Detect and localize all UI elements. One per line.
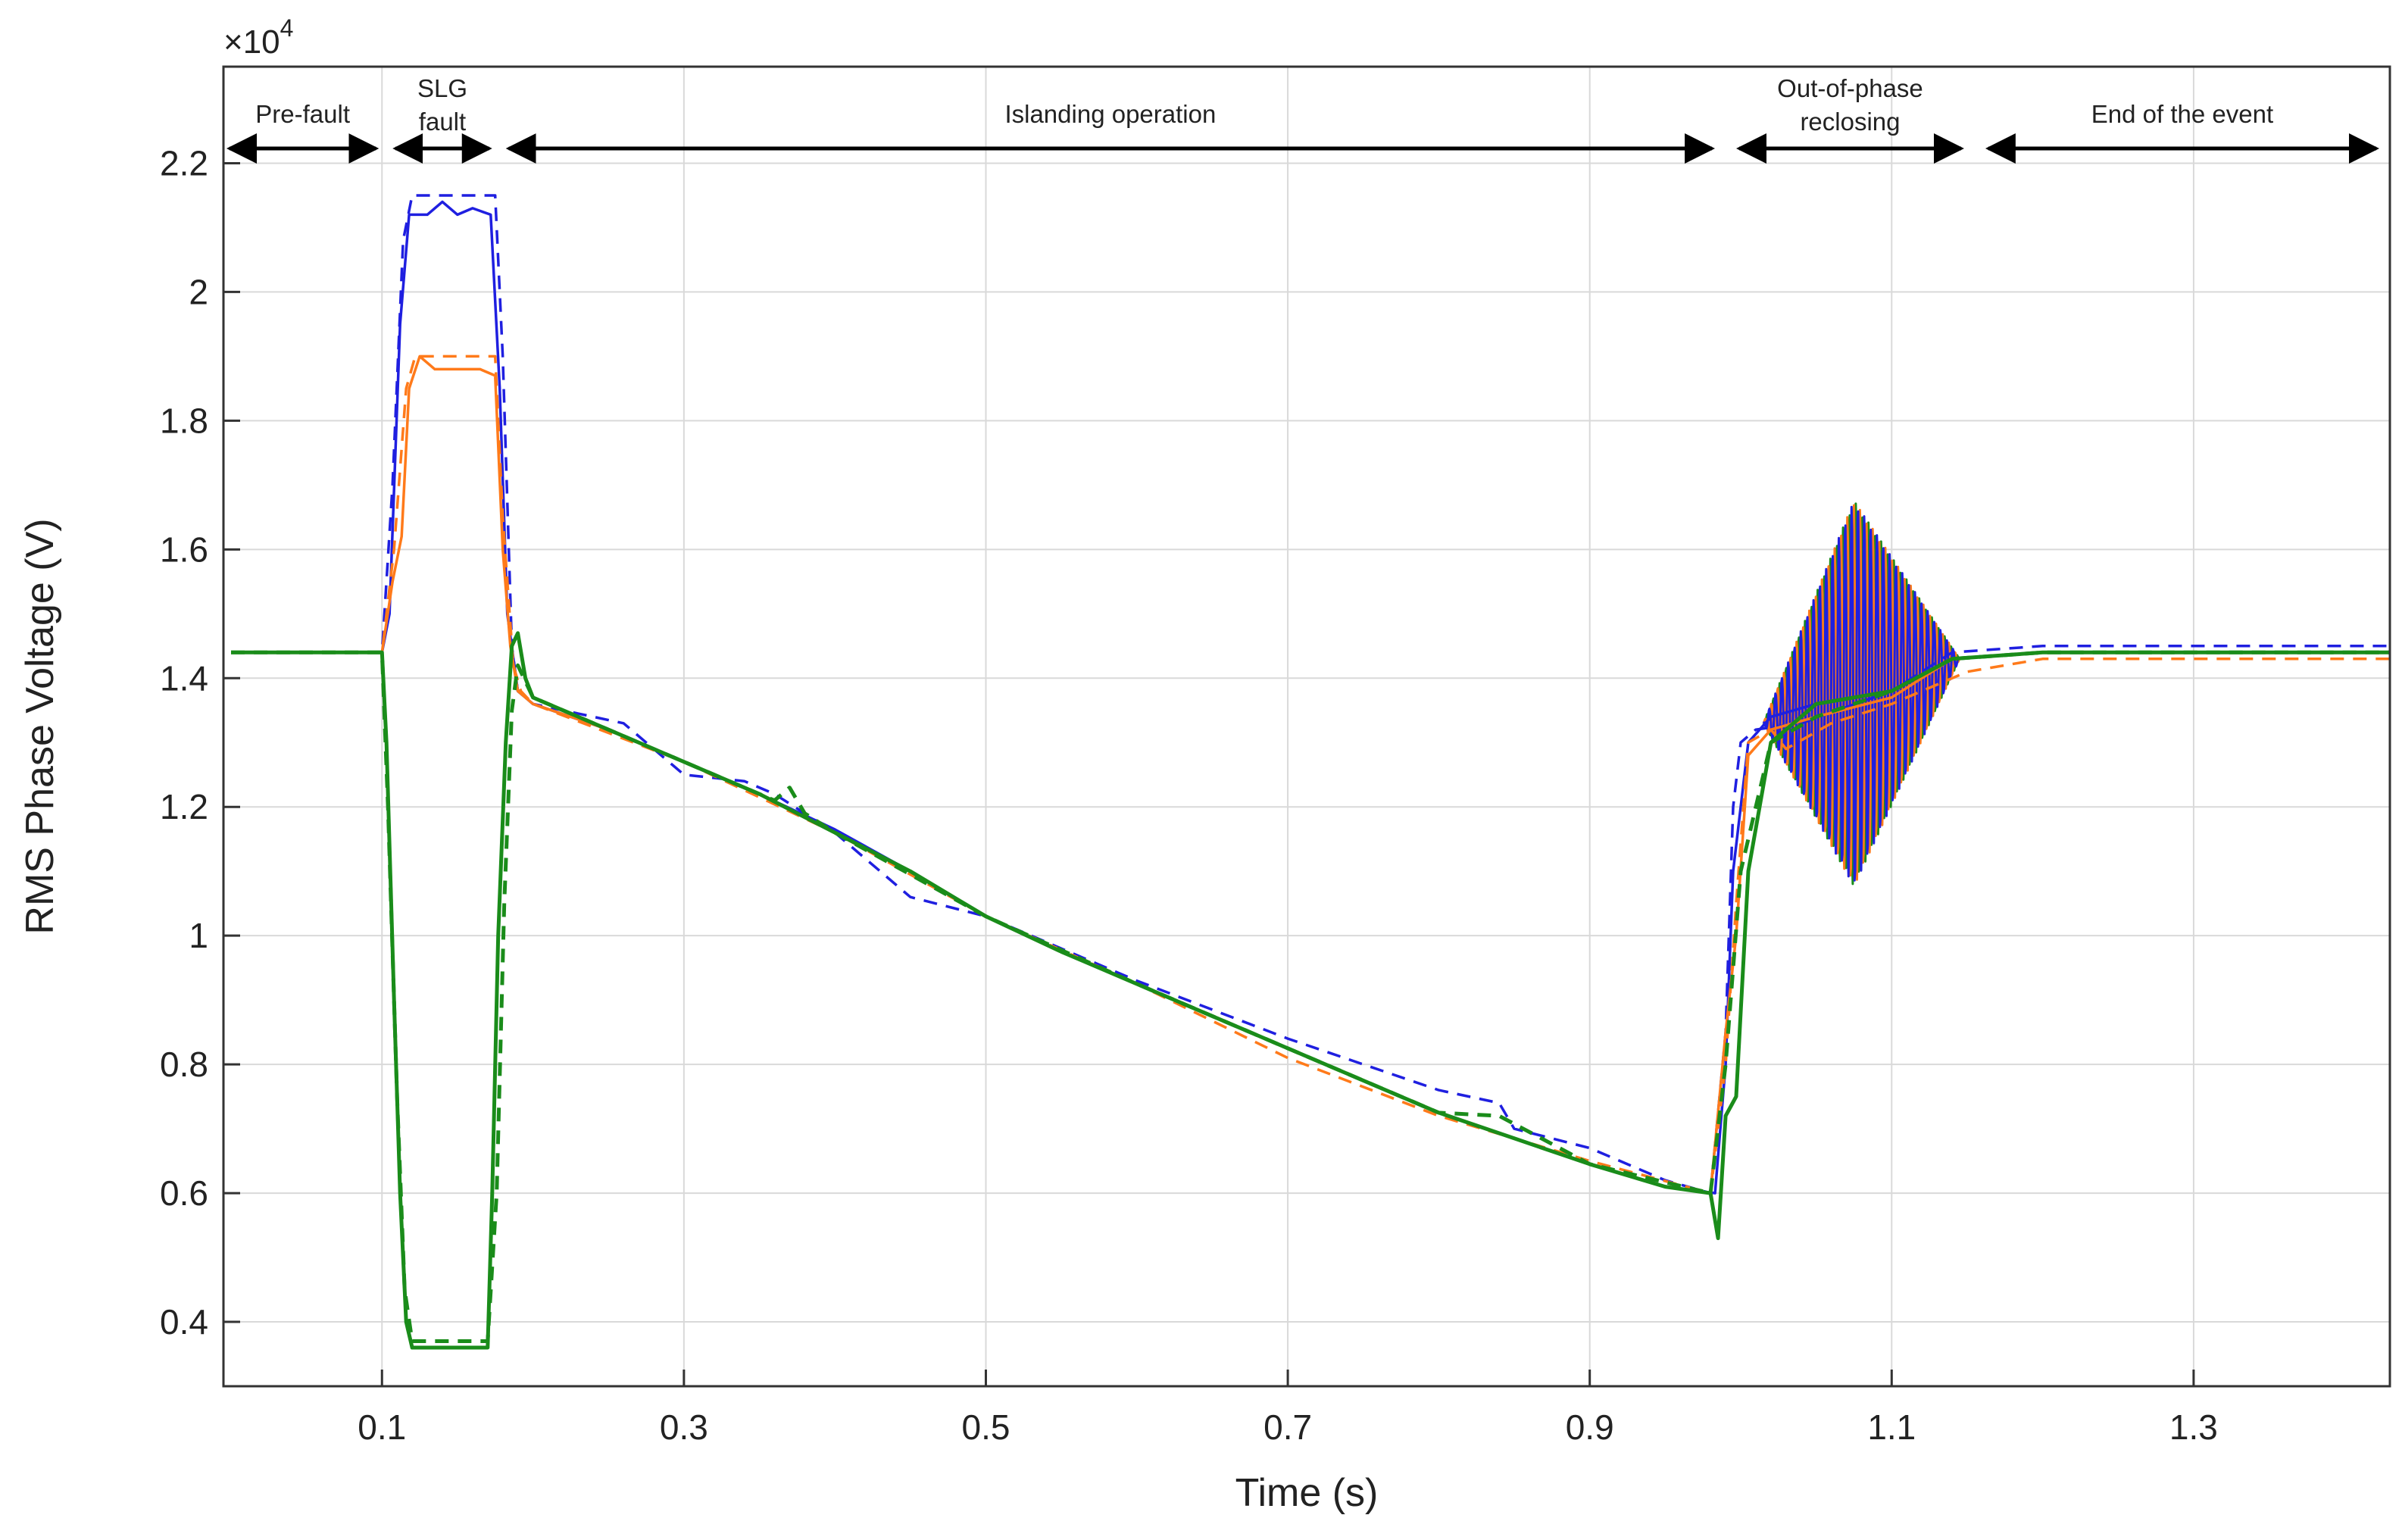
y-exponent-power: 4 bbox=[280, 14, 294, 42]
grid-lines bbox=[223, 67, 2390, 1386]
plot-frame bbox=[222, 65, 2391, 1388]
y-tick-label: 2.2 bbox=[160, 143, 208, 183]
phase-label: Out-of-phase bbox=[1777, 74, 1923, 102]
y-tick-label: 1 bbox=[189, 916, 208, 955]
x-tick-label: 1.1 bbox=[1867, 1407, 1916, 1447]
y-tick-label: 1.2 bbox=[160, 787, 208, 826]
y-tick-label: 0.6 bbox=[160, 1173, 208, 1213]
series-line-orange-solid bbox=[231, 355, 2390, 1195]
y-tick-label: 2 bbox=[189, 272, 208, 311]
y-tick-label: 0.8 bbox=[160, 1045, 208, 1084]
x-tick-label: 0.9 bbox=[1566, 1407, 1614, 1447]
x-tick-label: 0.5 bbox=[962, 1407, 1010, 1447]
phase-label: reclosing bbox=[1800, 108, 1900, 136]
series-line-green-dashed bbox=[231, 650, 2390, 1343]
series-line-orange-dashed bbox=[231, 355, 2390, 1195]
y-tick-label: 1.8 bbox=[160, 401, 208, 440]
axis-ticks: 0.1 0.3 0.5 0.7 0.9 1.1 1.3 0.4 0.6 0.8 1 1.2 1.4 1.6… bbox=[160, 143, 2218, 1447]
series-line-blue-dashed bbox=[231, 194, 2390, 1195]
y-exponent-label: ×104 bbox=[223, 14, 293, 61]
phase-label: fault bbox=[419, 108, 466, 136]
y-tick-label: 0.4 bbox=[160, 1302, 208, 1342]
x-tick-label: 0.7 bbox=[1263, 1407, 1312, 1447]
series-line-blue-solid bbox=[231, 200, 2390, 1195]
x-tick-label: 0.1 bbox=[358, 1407, 406, 1447]
x-tick-label: 0.3 bbox=[660, 1407, 708, 1447]
x-tick-label: 1.3 bbox=[2169, 1407, 2218, 1447]
x-axis-title: Time (s) bbox=[1235, 1471, 1379, 1515]
phase-label: SLG bbox=[417, 74, 467, 102]
phase-label: Islanding operation bbox=[1004, 100, 1216, 128]
phase-label: End of the event bbox=[2091, 100, 2273, 128]
series-layer bbox=[231, 194, 2390, 1350]
series-line-green-solid bbox=[231, 631, 2390, 1350]
phase-label: Pre-fault bbox=[255, 100, 350, 128]
y-tick-label: 1.6 bbox=[160, 529, 208, 569]
y-tick-label: 1.4 bbox=[160, 658, 208, 698]
phase-annotations: Pre-fault SLG fault Islanding operation Out-… bbox=[226, 74, 2380, 164]
y-exponent-base: ×10 bbox=[223, 23, 280, 61]
y-axis-title: RMS Phase Voltage (V) bbox=[18, 518, 62, 934]
